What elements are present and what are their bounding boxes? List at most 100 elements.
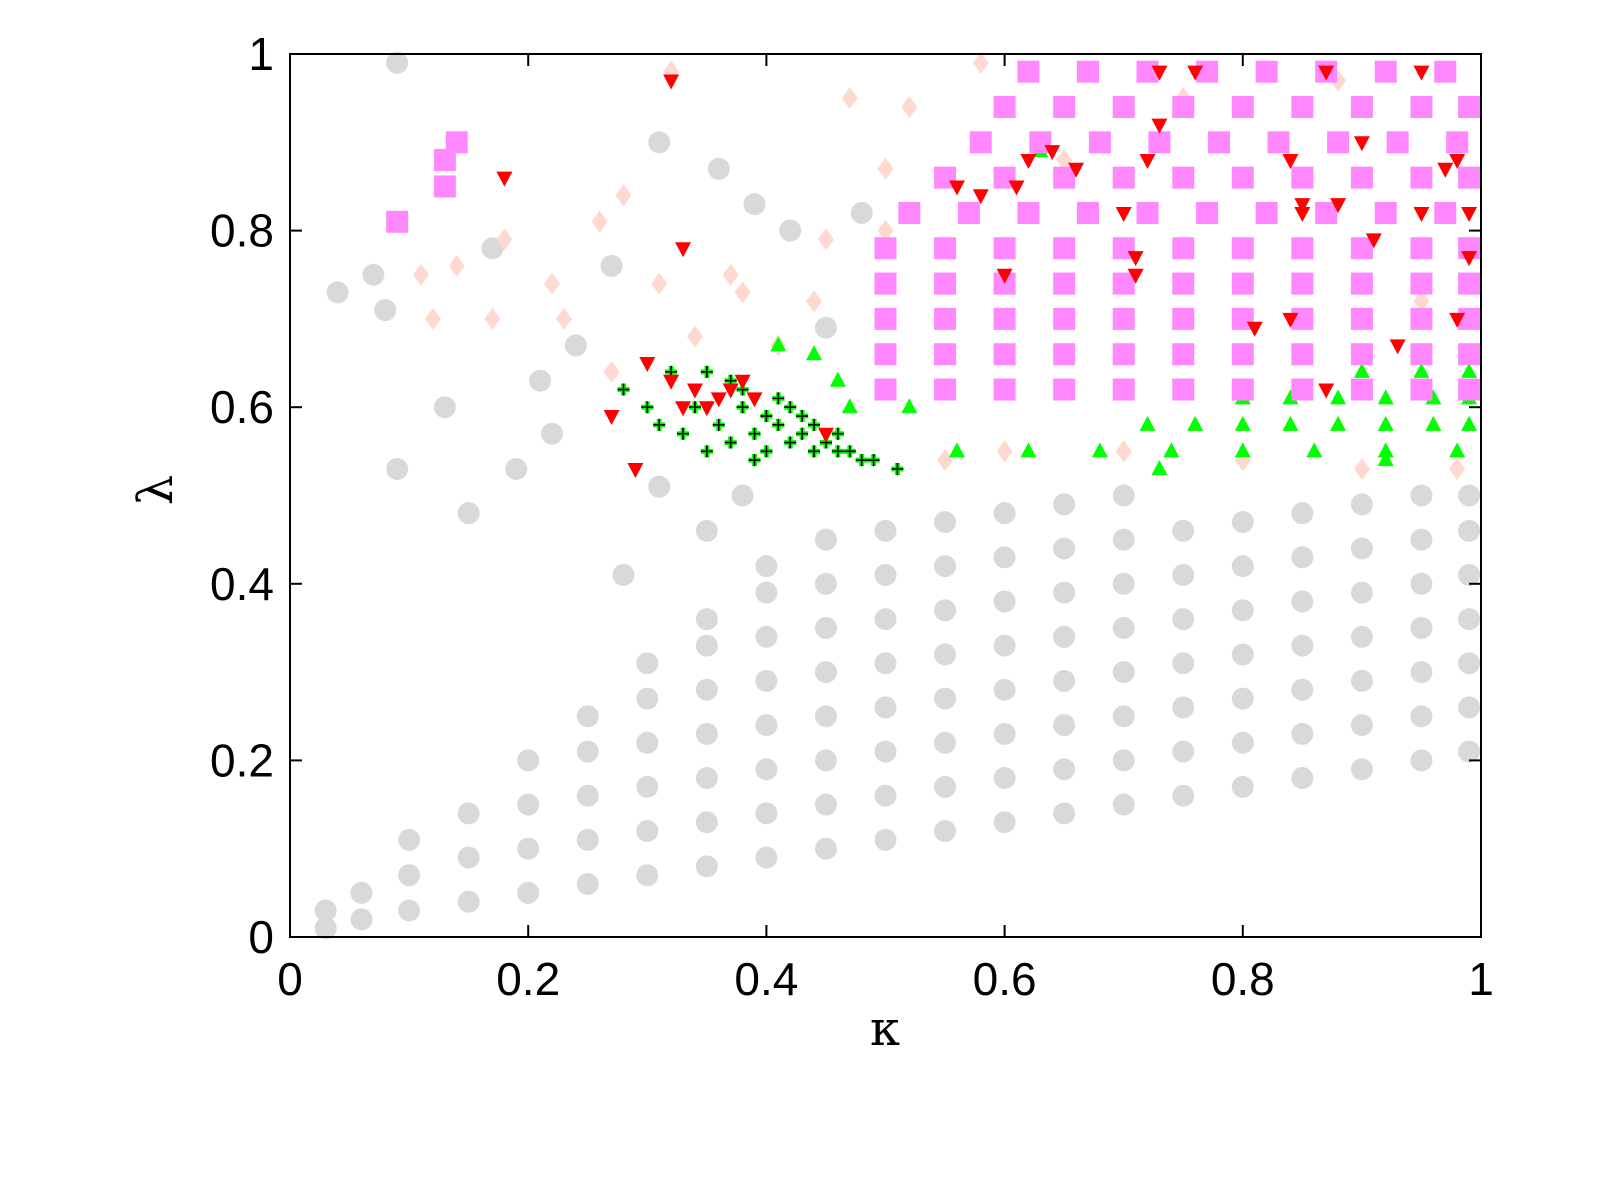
point: [1291, 95, 1314, 118]
point: [651, 272, 668, 295]
point: [746, 392, 763, 408]
point: [743, 193, 766, 216]
point: [948, 442, 965, 458]
point: [1091, 442, 1108, 458]
point: [1053, 378, 1076, 401]
point: [636, 864, 659, 887]
point: [1112, 95, 1135, 118]
point: [433, 396, 456, 419]
point: [993, 502, 1016, 525]
point: [1291, 378, 1314, 401]
point: [957, 201, 980, 224]
point: [1458, 95, 1481, 118]
point: [576, 873, 599, 896]
point: [972, 189, 989, 205]
point-cross: [677, 427, 690, 440]
point: [1112, 793, 1135, 816]
point: [314, 899, 337, 922]
point: [755, 555, 778, 578]
point: [1350, 625, 1373, 648]
point: [1207, 131, 1230, 154]
point: [1350, 166, 1373, 189]
point: [1410, 166, 1433, 189]
point: [1053, 493, 1076, 516]
point: [1458, 343, 1481, 366]
point: [424, 307, 441, 330]
point: [755, 846, 778, 869]
point: [1389, 339, 1406, 355]
point: [326, 281, 349, 304]
point: [831, 445, 844, 458]
point: [1231, 343, 1254, 366]
point: [1172, 378, 1195, 401]
point: [1127, 251, 1144, 267]
point: [993, 634, 1016, 657]
point: [1437, 162, 1454, 178]
point: [934, 237, 957, 260]
point: [1231, 555, 1254, 578]
point: [448, 254, 465, 277]
point: [934, 687, 957, 710]
point: [877, 157, 894, 180]
point: [1413, 65, 1430, 81]
point: [806, 345, 823, 361]
point: [1112, 572, 1135, 595]
point: [1458, 272, 1481, 295]
point: [398, 899, 421, 922]
point: [755, 581, 778, 604]
point: [993, 546, 1016, 569]
point: [641, 401, 654, 414]
point-cross: [688, 401, 701, 414]
point: [1291, 546, 1314, 569]
point: [841, 87, 858, 110]
point: [1291, 272, 1314, 295]
point: [1449, 312, 1466, 328]
point: [1410, 749, 1433, 772]
y-tick-label: 0: [248, 911, 274, 963]
point: [1172, 343, 1195, 366]
point: [1115, 206, 1132, 222]
point-cross: [748, 454, 761, 467]
y-tick-label: 0.4: [210, 558, 274, 610]
point: [700, 445, 713, 458]
point: [1234, 442, 1251, 458]
point: [772, 392, 785, 405]
point: [993, 378, 1016, 401]
point: [1231, 599, 1254, 622]
point: [1291, 722, 1314, 745]
point-cross: [736, 401, 749, 414]
point: [722, 263, 739, 286]
point: [934, 343, 957, 366]
point-cross: [760, 410, 773, 423]
point: [1172, 696, 1195, 719]
point: [1353, 136, 1370, 152]
point: [934, 307, 957, 330]
point: [808, 445, 821, 458]
point: [779, 219, 802, 242]
point: [627, 463, 644, 479]
point: [1282, 153, 1299, 169]
point: [1410, 343, 1433, 366]
point: [648, 131, 671, 154]
point: [457, 890, 480, 913]
point: [1350, 758, 1373, 781]
y-tick-label: 0.2: [210, 734, 274, 786]
point: [1234, 415, 1251, 431]
point: [814, 572, 837, 595]
point: [636, 652, 659, 675]
point: [529, 369, 552, 392]
axes-box: [289, 53, 1482, 938]
point: [1163, 442, 1180, 458]
point: [1172, 608, 1195, 631]
point: [993, 307, 1016, 330]
point: [1350, 493, 1373, 516]
point: [993, 678, 1016, 701]
point: [517, 881, 540, 904]
point: [615, 184, 632, 207]
point: [686, 325, 703, 348]
point: [1053, 95, 1076, 118]
point: [1291, 634, 1314, 657]
point: [564, 334, 587, 357]
point: [934, 510, 957, 533]
point: [1413, 290, 1430, 313]
